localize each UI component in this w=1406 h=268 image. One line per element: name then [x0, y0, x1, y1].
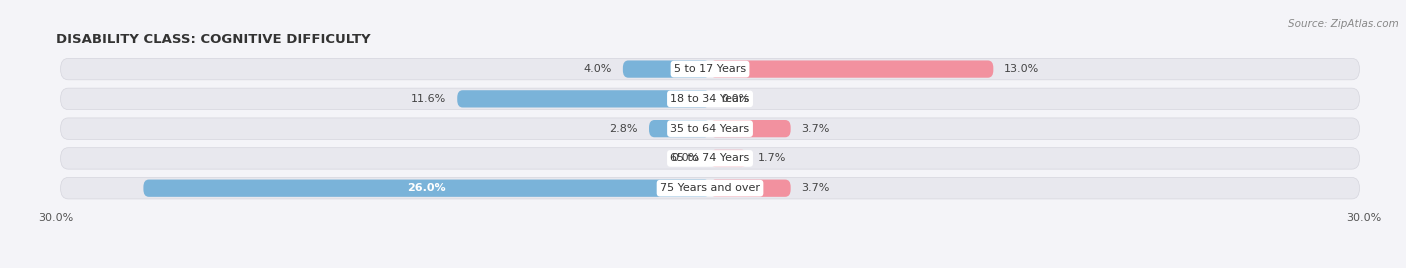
FancyBboxPatch shape — [710, 180, 790, 197]
Text: 4.0%: 4.0% — [583, 64, 612, 74]
FancyBboxPatch shape — [60, 177, 1360, 199]
Text: 1.7%: 1.7% — [758, 153, 786, 163]
FancyBboxPatch shape — [650, 120, 710, 137]
FancyBboxPatch shape — [60, 118, 1360, 139]
Text: 65 to 74 Years: 65 to 74 Years — [671, 153, 749, 163]
Text: 18 to 34 Years: 18 to 34 Years — [671, 94, 749, 104]
FancyBboxPatch shape — [457, 90, 710, 107]
Text: DISABILITY CLASS: COGNITIVE DIFFICULTY: DISABILITY CLASS: COGNITIVE DIFFICULTY — [56, 33, 371, 46]
FancyBboxPatch shape — [623, 61, 710, 78]
Text: Source: ZipAtlas.com: Source: ZipAtlas.com — [1288, 19, 1399, 29]
Text: 11.6%: 11.6% — [411, 94, 446, 104]
Text: 0.0%: 0.0% — [671, 153, 699, 163]
Text: 0.0%: 0.0% — [721, 94, 749, 104]
Text: 13.0%: 13.0% — [1004, 64, 1039, 74]
FancyBboxPatch shape — [60, 88, 1360, 110]
Text: 3.7%: 3.7% — [801, 183, 830, 193]
FancyBboxPatch shape — [710, 61, 993, 78]
Text: 5 to 17 Years: 5 to 17 Years — [673, 64, 747, 74]
Text: 2.8%: 2.8% — [610, 124, 638, 134]
FancyBboxPatch shape — [710, 120, 790, 137]
Text: 75 Years and over: 75 Years and over — [659, 183, 761, 193]
Text: 3.7%: 3.7% — [801, 124, 830, 134]
Text: 35 to 64 Years: 35 to 64 Years — [671, 124, 749, 134]
FancyBboxPatch shape — [143, 180, 710, 197]
Text: 26.0%: 26.0% — [408, 183, 446, 193]
FancyBboxPatch shape — [60, 58, 1360, 80]
FancyBboxPatch shape — [710, 150, 747, 167]
FancyBboxPatch shape — [60, 148, 1360, 169]
